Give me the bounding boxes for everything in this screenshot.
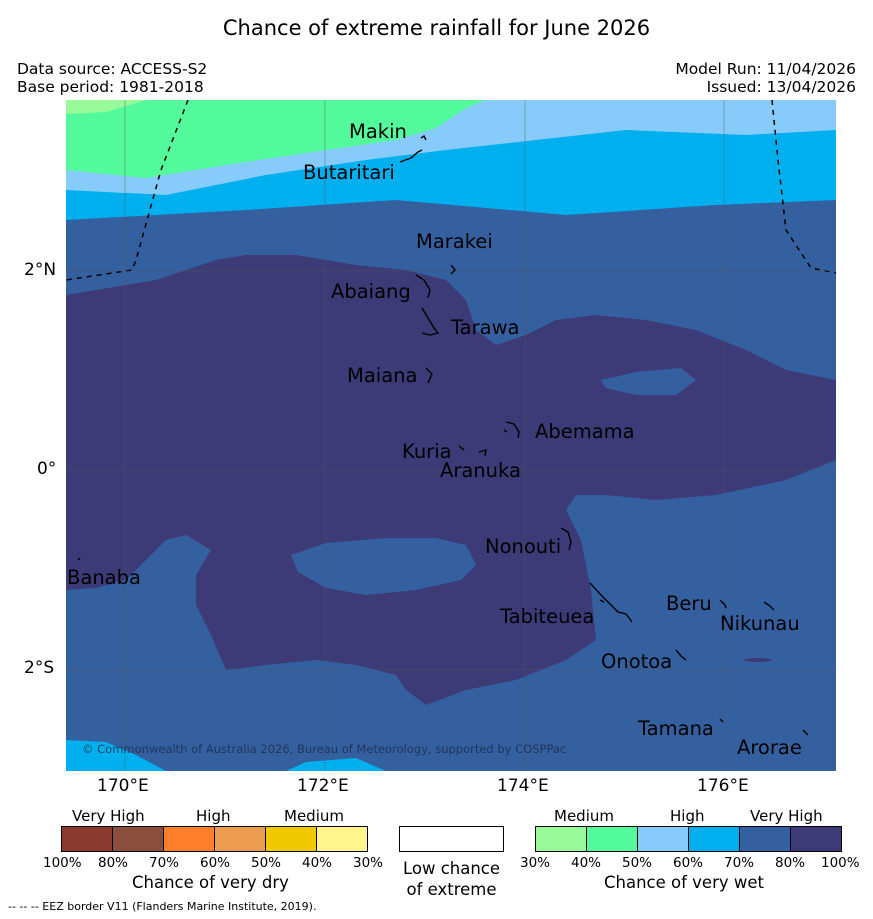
base-period-text: Base period: 1981-2018 [17, 78, 204, 96]
island-beru-shape [719, 599, 727, 609]
dry-pct-80: 80% [98, 855, 129, 871]
label-tabiteuea: Tabiteuea [500, 605, 595, 628]
wet-swatch-4 [739, 826, 791, 852]
eez-border-west [66, 100, 189, 281]
island-outlines [77, 134, 809, 736]
dry-category-medium: Medium [284, 807, 344, 825]
island-kuria-shape [458, 445, 465, 451]
label-nikunau: Nikunau [720, 612, 800, 635]
island-maiana-shape [425, 367, 433, 384]
label-aranuka: Aranuka [440, 459, 521, 482]
lat-tick-0: 0° [37, 459, 57, 479]
label-beru: Beru [666, 592, 712, 615]
dry-pct-40: 40% [302, 855, 333, 871]
label-kuria: Kuria [402, 440, 452, 463]
dry-category-very-high: Very High [72, 807, 145, 825]
island-nikunau-shape [763, 601, 775, 611]
lon-tick-174e: 174°E [497, 776, 549, 796]
island-makin-shape [420, 134, 427, 141]
label-maiana: Maiana [347, 364, 418, 387]
dry-swatch-1 [112, 826, 164, 852]
label-banaba: Banaba [67, 566, 141, 589]
zone-very-high-80-100 [66, 255, 836, 705]
label-abaiang: Abaiang [331, 280, 411, 303]
label-makin: Makin [349, 120, 407, 143]
chart-title: Chance of extreme rainfall for June 2026 [222, 16, 651, 40]
low-chance-line2: of extreme [406, 880, 497, 899]
wet-pct-60: 60% [673, 855, 704, 871]
lat-tick-2s: 2°S [24, 658, 55, 678]
island-butaritari-shape [399, 149, 423, 163]
label-butaritari: Butaritari [303, 161, 395, 184]
data-source-text: Data source: ACCESS-S2 [17, 60, 208, 78]
dry-pct-60: 60% [200, 855, 231, 871]
wet-pct-80: 80% [775, 855, 806, 871]
island-onotoa-shape [675, 649, 687, 661]
dry-swatch-0 [61, 826, 113, 852]
eez-footer-note: -- -- -- EEZ border V11 (Flanders Marine… [8, 900, 317, 913]
label-tamana: Tamana [638, 717, 714, 740]
dry-pct-70: 70% [149, 855, 180, 871]
lon-tick-176e: 176°E [697, 776, 749, 796]
copyright-text: © Commonwealth of Australia 2026, Bureau… [82, 742, 567, 756]
zone-medium-40-50 [66, 100, 486, 178]
island-marakei-shape [450, 264, 456, 275]
dry-swatch-2 [163, 826, 215, 852]
label-marakei: Marakei [416, 230, 493, 253]
zone-hole-east [601, 368, 696, 395]
wet-swatch-2 [637, 826, 689, 852]
wet-swatch-5 [790, 826, 842, 852]
gridlines [66, 100, 836, 771]
island-aranuka-shape [478, 449, 487, 457]
zone-medium-30-40 [66, 100, 146, 114]
island-abemama-shape [503, 421, 520, 439]
wet-pct-30: 30% [520, 855, 551, 871]
island-banaba-shape [77, 557, 81, 561]
island-arorae-shape [802, 729, 809, 736]
dry-swatch-4 [265, 826, 317, 852]
island-tarawa-shape [421, 307, 440, 336]
island-nonouti-shape [560, 527, 572, 551]
low-chance-swatch [399, 826, 504, 852]
wet-category-medium: Medium [554, 807, 614, 825]
label-abemama: Abemama [535, 420, 635, 443]
wet-pct-40: 40% [571, 855, 602, 871]
wet-swatch-3 [688, 826, 740, 852]
rainfall-map: Makin Butaritari Marakei Abaiang Tarawa … [66, 100, 836, 771]
wet-swatch-1 [586, 826, 638, 852]
dry-swatch-3 [214, 826, 266, 852]
island-tabiteuea-shape [589, 582, 633, 623]
dry-pct-100: 100% [43, 855, 82, 871]
label-arorae: Arorae [737, 736, 802, 759]
label-tarawa: Tarawa [451, 316, 520, 339]
map-canvas [66, 100, 836, 771]
lon-tick-172e: 172°E [297, 776, 349, 796]
wet-legend-title: Chance of very wet [604, 873, 764, 892]
wet-pct-50: 50% [622, 855, 653, 871]
zone-hole-west [291, 538, 476, 595]
lon-tick-170e: 170°E [97, 776, 149, 796]
island-tamana-shape [719, 718, 724, 723]
dry-swatch-5 [316, 826, 368, 852]
zone-bottom-mid [286, 758, 386, 771]
label-onotoa: Onotoa [601, 650, 673, 673]
wet-swatch-0 [535, 826, 587, 852]
wet-category-high: High [670, 807, 705, 825]
dry-pct-50: 50% [251, 855, 282, 871]
label-nonouti: Nonouti [485, 535, 562, 558]
onotoa-patch [744, 658, 772, 662]
wet-category-very-high: Very High [750, 807, 823, 825]
dry-category-high: High [196, 807, 231, 825]
zone-bottom-left [66, 740, 166, 771]
dry-legend-title: Chance of very dry [132, 873, 289, 892]
lat-tick-2n: 2°N [24, 260, 57, 280]
eez-border-east [771, 100, 836, 274]
island-abaiang-shape [415, 274, 431, 299]
dry-pct-30: 30% [353, 855, 384, 871]
wet-pct-100: 100% [821, 855, 860, 871]
wet-pct-70: 70% [724, 855, 755, 871]
low-chance-line1: Low chance [402, 859, 501, 878]
model-run-text: Model Run: 11/04/2026 [675, 60, 856, 78]
issued-text: Issued: 13/04/2026 [706, 78, 856, 96]
